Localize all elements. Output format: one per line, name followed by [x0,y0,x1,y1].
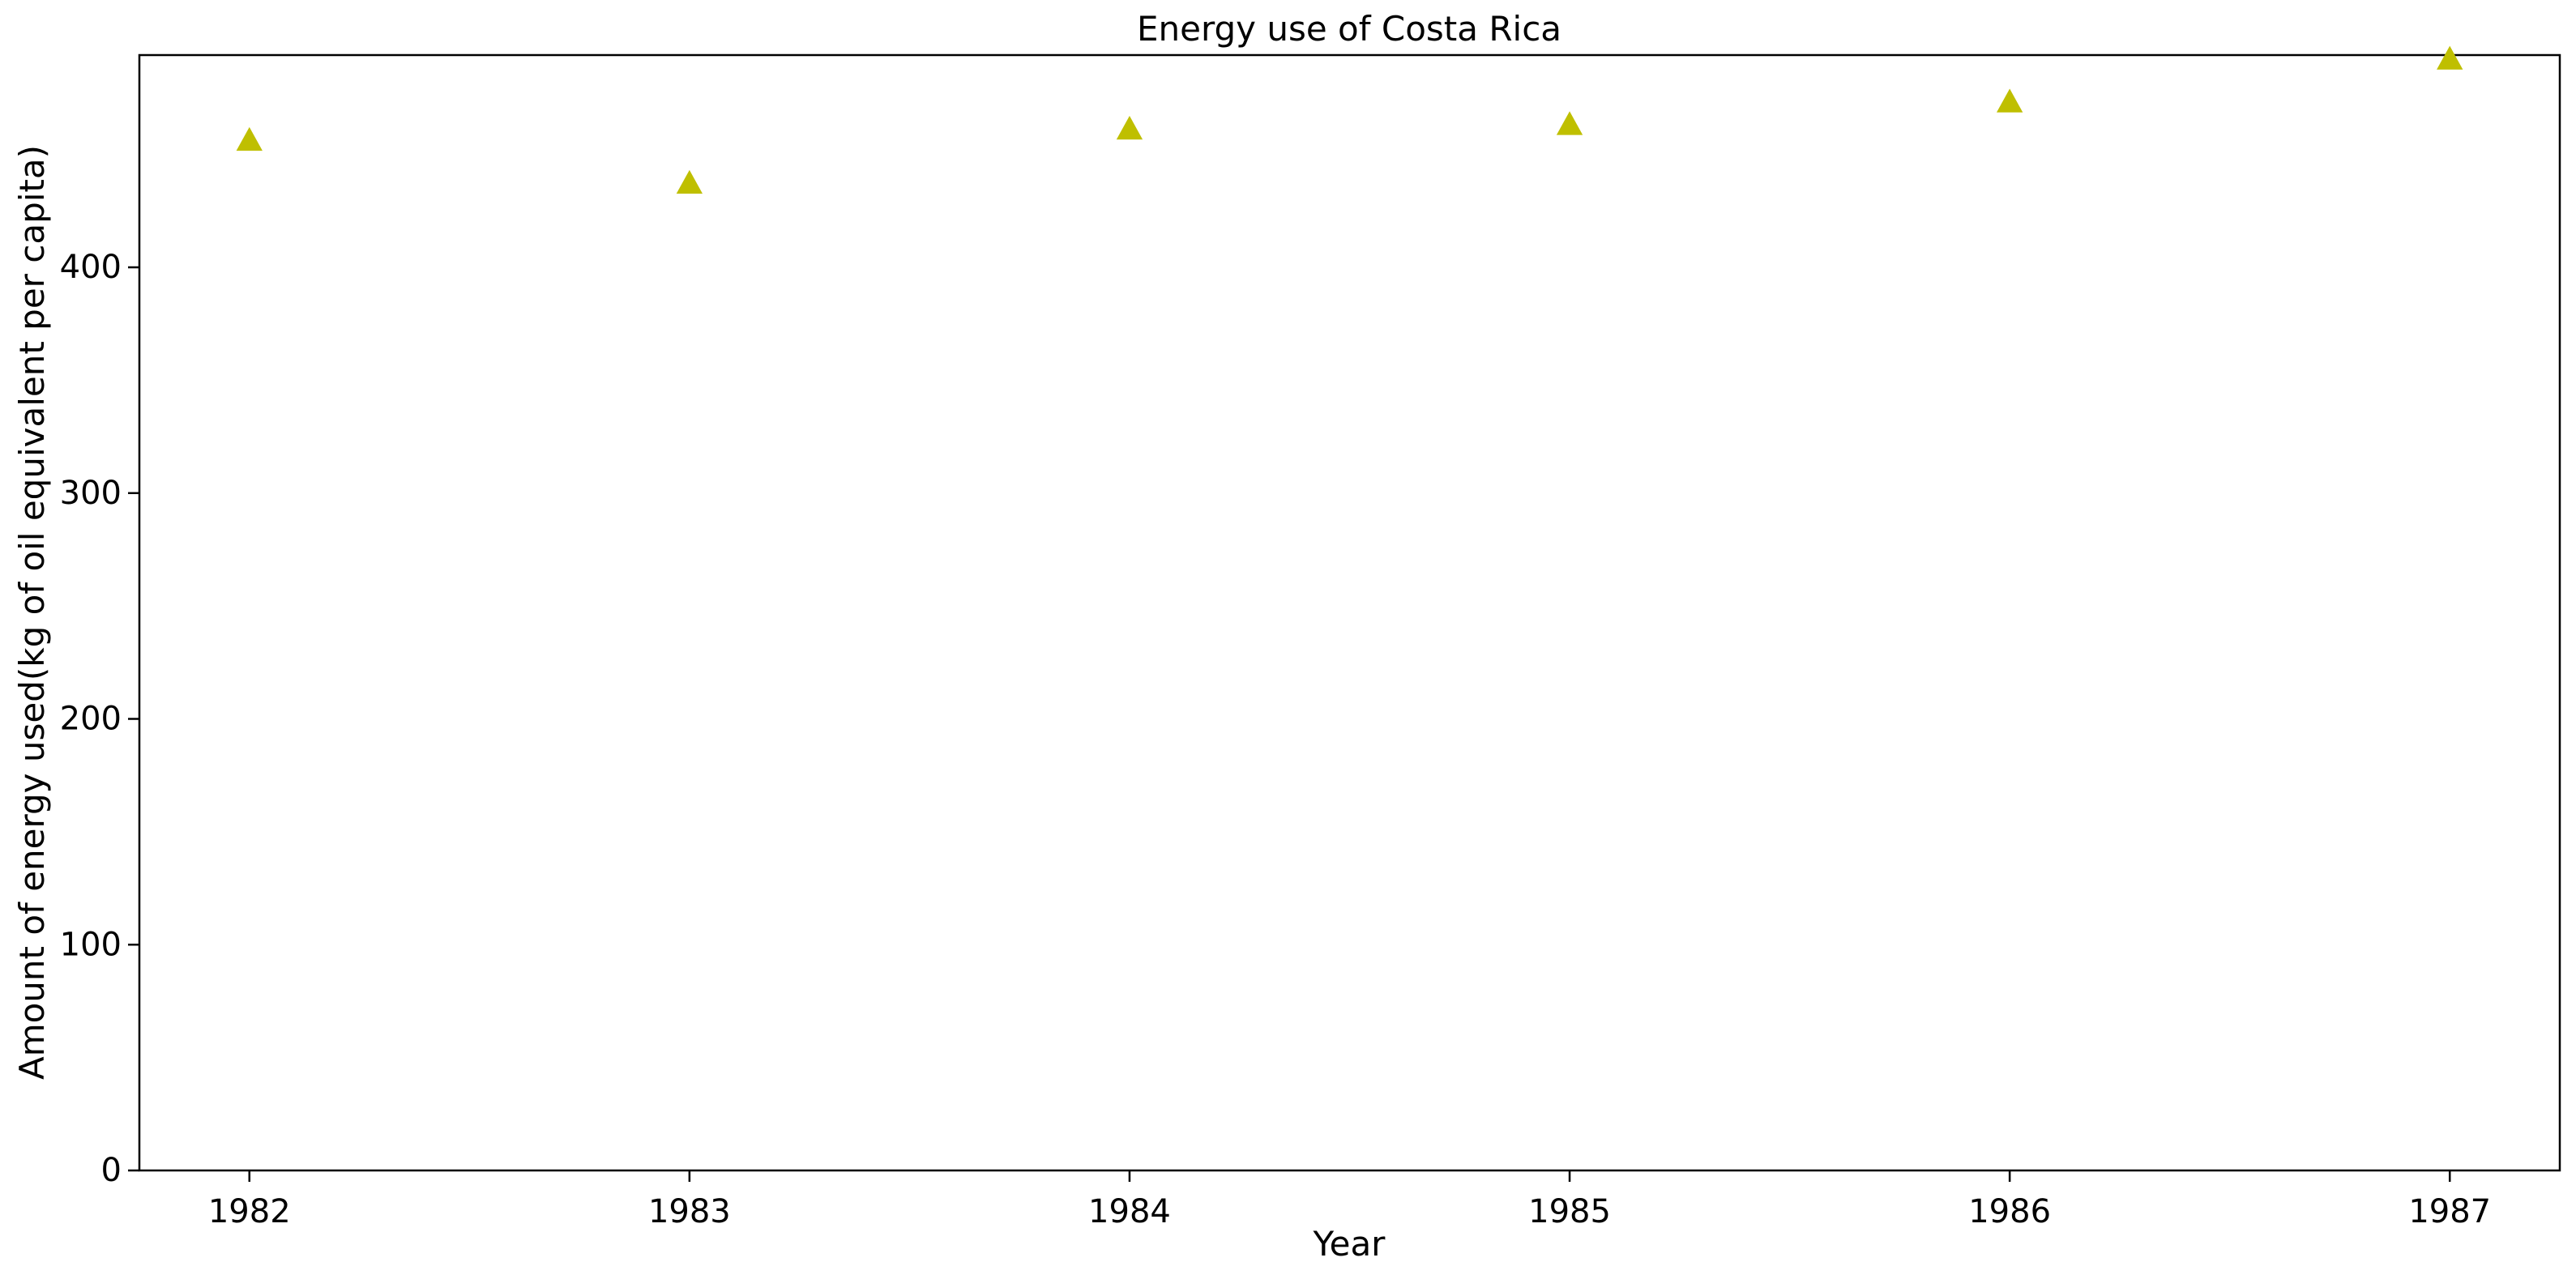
data-point-1983 [676,169,703,194]
plot-area-frame [138,53,2561,1172]
data-point-1986 [1996,88,2023,113]
y-tick-label: 100 [60,926,122,963]
x-tick-label: 1987 [2408,1193,2491,1230]
y-tick-label: 300 [60,475,122,512]
y-tick-label: 0 [101,1152,122,1189]
x-axis-label: Year [1313,1224,1386,1264]
data-point-1984 [1116,115,1143,140]
x-tick-label: 1985 [1528,1193,1611,1230]
y-axis: 0 100 200 300 400 [60,249,139,1189]
chart-title: Energy use of Costa Rica [1137,9,1561,49]
x-tick-label: 1984 [1088,1193,1171,1230]
y-tick-label: 400 [60,249,122,286]
data-point-1987 [2437,45,2463,70]
x-tick-label: 1982 [208,1193,291,1230]
x-tick-label: 1983 [648,1193,731,1230]
y-axis-label: Amount of energy used(kg of oil equivale… [12,145,52,1080]
x-axis: 1982 1983 1984 1985 1986 1987 [208,1170,2491,1230]
data-point-1985 [1556,111,1583,135]
x-tick-label: 1986 [1968,1193,2051,1230]
data-point-1982 [236,126,263,151]
data-points [236,45,2463,194]
y-tick-label: 200 [60,701,122,738]
